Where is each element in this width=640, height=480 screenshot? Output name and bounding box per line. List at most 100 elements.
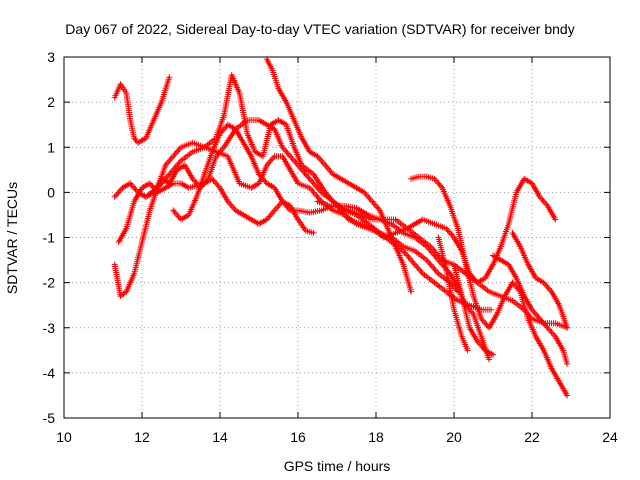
data-point xyxy=(266,124,268,126)
data-point xyxy=(371,200,373,202)
data-point xyxy=(434,223,435,225)
data-point xyxy=(519,291,521,293)
data-point xyxy=(469,273,471,275)
data-point xyxy=(543,282,545,284)
series-track-9 xyxy=(408,173,571,399)
data-point xyxy=(566,327,568,329)
data-point xyxy=(344,209,346,211)
data-point xyxy=(359,223,361,225)
data-point xyxy=(122,187,123,189)
data-point xyxy=(192,178,194,180)
data-point xyxy=(467,349,469,351)
data-point xyxy=(227,155,229,157)
data-point xyxy=(129,182,131,184)
data-point xyxy=(461,295,463,297)
data-point xyxy=(558,381,560,383)
data-point xyxy=(512,300,513,302)
data-point xyxy=(410,291,412,293)
data-point xyxy=(539,196,541,198)
data-point xyxy=(496,313,498,315)
data-point xyxy=(461,336,463,338)
data-point xyxy=(535,336,537,338)
data-point xyxy=(317,155,318,157)
series-track-8 xyxy=(314,175,559,286)
data-point xyxy=(215,151,217,153)
data-point xyxy=(266,182,268,184)
y-axis-ticks: -5 -4 -3 -2 -1 0 1 2 3 xyxy=(43,49,610,426)
data-point xyxy=(457,227,459,229)
data-point xyxy=(554,322,556,324)
y-tick-label: 2 xyxy=(47,94,55,110)
data-point xyxy=(465,273,467,275)
data-point xyxy=(242,214,244,216)
x-axis-ticks: 10 12 14 16 18 20 22 24 xyxy=(56,57,618,445)
data-point xyxy=(437,259,439,261)
data-point xyxy=(211,178,213,180)
data-point xyxy=(320,209,322,211)
data-point xyxy=(145,196,147,198)
x-tick-label: 14 xyxy=(212,429,228,445)
data-point xyxy=(469,327,471,329)
data-point xyxy=(523,178,525,180)
data-point xyxy=(414,250,416,252)
data-point xyxy=(410,178,412,180)
data-point xyxy=(278,88,279,90)
data-point xyxy=(274,155,276,157)
data-point xyxy=(262,155,264,157)
x-tick-label: 24 xyxy=(602,429,618,445)
data-point xyxy=(188,214,190,216)
data-point xyxy=(547,205,549,207)
data-point xyxy=(391,241,393,243)
data-point xyxy=(184,164,186,166)
data-point xyxy=(320,191,322,193)
data-point xyxy=(297,218,299,220)
data-point xyxy=(172,155,174,157)
data-point xyxy=(297,209,299,211)
data-point xyxy=(133,200,135,202)
data-point xyxy=(231,74,233,76)
data-point xyxy=(551,291,552,293)
data-point xyxy=(508,223,510,225)
series-markers xyxy=(263,56,415,295)
data-point xyxy=(133,273,135,275)
data-point xyxy=(180,182,182,184)
data-point xyxy=(500,246,502,248)
data-point xyxy=(395,246,396,248)
data-point xyxy=(336,205,338,207)
data-point xyxy=(309,187,311,189)
data-point xyxy=(258,119,260,121)
data-point xyxy=(426,246,428,248)
data-point xyxy=(149,182,151,184)
data-point xyxy=(480,318,482,320)
data-point xyxy=(281,155,283,157)
data-point xyxy=(527,264,529,266)
series-track-5 xyxy=(142,117,461,295)
data-point xyxy=(239,182,240,184)
data-point xyxy=(414,237,416,238)
data-point xyxy=(402,264,404,266)
data-point xyxy=(266,164,268,166)
data-point xyxy=(473,295,474,297)
data-point xyxy=(476,282,478,284)
data-point xyxy=(492,354,494,356)
y-tick-label: -1 xyxy=(43,230,56,246)
data-point xyxy=(223,146,225,148)
series-track-1 xyxy=(111,74,173,146)
data-point xyxy=(492,255,494,257)
data-point xyxy=(250,187,252,189)
data-point xyxy=(227,200,229,202)
data-point xyxy=(426,259,428,261)
data-point xyxy=(512,232,513,234)
data-point xyxy=(488,358,490,360)
data-point xyxy=(445,268,447,270)
data-point xyxy=(227,124,229,126)
data-point xyxy=(203,146,205,148)
data-point xyxy=(301,137,303,139)
data-point xyxy=(141,241,143,243)
data-point xyxy=(426,176,428,178)
data-point xyxy=(120,295,122,297)
data-point xyxy=(120,83,122,85)
data-point xyxy=(168,173,170,175)
data-point xyxy=(422,218,424,220)
y-tick-label: 1 xyxy=(47,139,55,155)
